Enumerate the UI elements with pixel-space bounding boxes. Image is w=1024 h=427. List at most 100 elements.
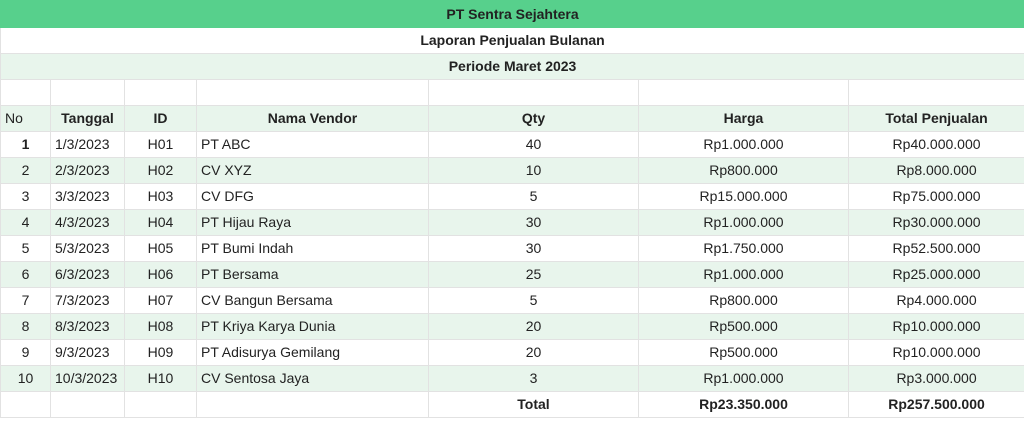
row-total[interactable]: Rp3.000.000 (847, 365, 1024, 392)
row-total[interactable]: Rp10.000.000 (847, 339, 1024, 366)
row-total[interactable]: Rp30.000.000 (847, 209, 1024, 236)
row-no[interactable]: 3 (0, 183, 51, 210)
company-name-cell[interactable]: PT Sentra Sejahtera (0, 0, 1024, 28)
header-price[interactable]: Harga (638, 105, 849, 132)
row-no[interactable]: 1 (0, 131, 51, 158)
empty-cell[interactable] (638, 79, 849, 106)
row-id[interactable]: H05 (124, 235, 197, 262)
row-vendor[interactable]: PT Hijau Raya (196, 209, 429, 236)
row-date[interactable]: 4/3/2023 (50, 209, 125, 236)
row-qty[interactable]: 10 (428, 157, 639, 184)
row-date[interactable]: 6/3/2023 (50, 261, 125, 288)
row-date[interactable]: 8/3/2023 (50, 313, 125, 340)
row-total[interactable]: Rp4.000.000 (847, 287, 1024, 314)
row-vendor[interactable]: PT Adisurya Gemilang (196, 339, 429, 366)
row-total[interactable]: Rp10.000.000 (847, 313, 1024, 340)
header-date[interactable]: Tanggal (50, 105, 125, 132)
empty-cell[interactable] (50, 79, 125, 106)
row-qty[interactable]: 20 (428, 339, 639, 366)
row-vendor[interactable]: CV Sentosa Jaya (196, 365, 429, 392)
row-id[interactable]: H07 (124, 287, 197, 314)
row-total[interactable]: Rp25.000.000 (847, 261, 1024, 288)
totals-sales[interactable]: Rp257.500.000 (847, 391, 1024, 418)
row-qty[interactable]: 5 (428, 287, 639, 314)
header-total[interactable]: Total Penjualan (847, 105, 1024, 132)
row-no[interactable]: 5 (0, 235, 51, 262)
empty-cell[interactable] (847, 79, 1024, 106)
row-price[interactable]: Rp1.000.000 (638, 261, 849, 288)
row-id[interactable]: H09 (124, 339, 197, 366)
sheet-body: PT Sentra Sejahtera Laporan Penjualan Bu… (0, 0, 1024, 418)
row-total[interactable]: Rp52.500.000 (847, 235, 1024, 262)
row-qty[interactable]: 30 (428, 209, 639, 236)
row-no[interactable]: 8 (0, 313, 51, 340)
row-id[interactable]: H04 (124, 209, 197, 236)
empty-cell[interactable] (0, 391, 51, 418)
row-date[interactable]: 10/3/2023 (50, 365, 125, 392)
row-date[interactable]: 5/3/2023 (50, 235, 125, 262)
empty-cell[interactable] (0, 79, 51, 106)
report-title-row: Laporan Penjualan Bulanan (0, 27, 1024, 54)
empty-cell[interactable] (124, 79, 197, 106)
row-price[interactable]: Rp1.750.000 (638, 235, 849, 262)
row-price[interactable]: Rp15.000.000 (638, 183, 849, 210)
row-qty[interactable]: 30 (428, 235, 639, 262)
row-vendor[interactable]: PT Kriya Karya Dunia (196, 313, 429, 340)
empty-cell[interactable] (196, 391, 429, 418)
row-qty[interactable]: 5 (428, 183, 639, 210)
row-vendor[interactable]: PT Bumi Indah (196, 235, 429, 262)
totals-label[interactable]: Total (428, 391, 639, 418)
empty-cell[interactable] (196, 79, 429, 106)
row-price[interactable]: Rp1.000.000 (638, 131, 849, 158)
row-vendor[interactable]: PT Bersama (196, 261, 429, 288)
period-cell[interactable]: Periode Maret 2023 (0, 53, 1024, 80)
row-qty[interactable]: 40 (428, 131, 639, 158)
row-id[interactable]: H02 (124, 157, 197, 184)
row-date[interactable]: 2/3/2023 (50, 157, 125, 184)
row-id[interactable]: H01 (124, 131, 197, 158)
row-price[interactable]: Rp800.000 (638, 157, 849, 184)
row-qty[interactable]: 25 (428, 261, 639, 288)
table-row: 10 10/3/2023 H10 CV Sentosa Jaya 3 Rp1.0… (0, 365, 1024, 392)
header-vendor[interactable]: Nama Vendor (196, 105, 429, 132)
row-no[interactable]: 7 (0, 287, 51, 314)
empty-cell[interactable] (124, 391, 197, 418)
row-no[interactable]: 9 (0, 339, 51, 366)
company-row: PT Sentra Sejahtera (0, 0, 1024, 28)
row-price[interactable]: Rp1.000.000 (638, 209, 849, 236)
empty-cell[interactable] (428, 79, 639, 106)
row-total[interactable]: Rp40.000.000 (847, 131, 1024, 158)
row-id[interactable]: H08 (124, 313, 197, 340)
row-vendor[interactable]: CV DFG (196, 183, 429, 210)
row-date[interactable]: 1/3/2023 (50, 131, 125, 158)
row-id[interactable]: H06 (124, 261, 197, 288)
row-date[interactable]: 7/3/2023 (50, 287, 125, 314)
row-qty[interactable]: 3 (428, 365, 639, 392)
row-qty[interactable]: 20 (428, 313, 639, 340)
row-price[interactable]: Rp800.000 (638, 287, 849, 314)
row-no[interactable]: 10 (0, 365, 51, 392)
row-total[interactable]: Rp75.000.000 (847, 183, 1024, 210)
header-qty[interactable]: Qty (428, 105, 639, 132)
row-price[interactable]: Rp1.000.000 (638, 365, 849, 392)
row-vendor[interactable]: CV Bangun Bersama (196, 287, 429, 314)
row-price[interactable]: Rp500.000 (638, 313, 849, 340)
row-id[interactable]: H10 (124, 365, 197, 392)
row-date[interactable]: 3/3/2023 (50, 183, 125, 210)
row-total[interactable]: Rp8.000.000 (847, 157, 1024, 184)
table-row: 7 7/3/2023 H07 CV Bangun Bersama 5 Rp800… (0, 287, 1024, 314)
row-date[interactable]: 9/3/2023 (50, 339, 125, 366)
table-row: 5 5/3/2023 H05 PT Bumi Indah 30 Rp1.750.… (0, 235, 1024, 262)
header-id[interactable]: ID (124, 105, 197, 132)
row-no[interactable]: 4 (0, 209, 51, 236)
row-vendor[interactable]: PT ABC (196, 131, 429, 158)
row-price[interactable]: Rp500.000 (638, 339, 849, 366)
row-no[interactable]: 6 (0, 261, 51, 288)
row-no[interactable]: 2 (0, 157, 51, 184)
totals-price[interactable]: Rp23.350.000 (638, 391, 849, 418)
row-id[interactable]: H03 (124, 183, 197, 210)
empty-cell[interactable] (50, 391, 125, 418)
header-no[interactable]: No (0, 105, 51, 132)
report-title-cell[interactable]: Laporan Penjualan Bulanan (0, 27, 1024, 54)
row-vendor[interactable]: CV XYZ (196, 157, 429, 184)
